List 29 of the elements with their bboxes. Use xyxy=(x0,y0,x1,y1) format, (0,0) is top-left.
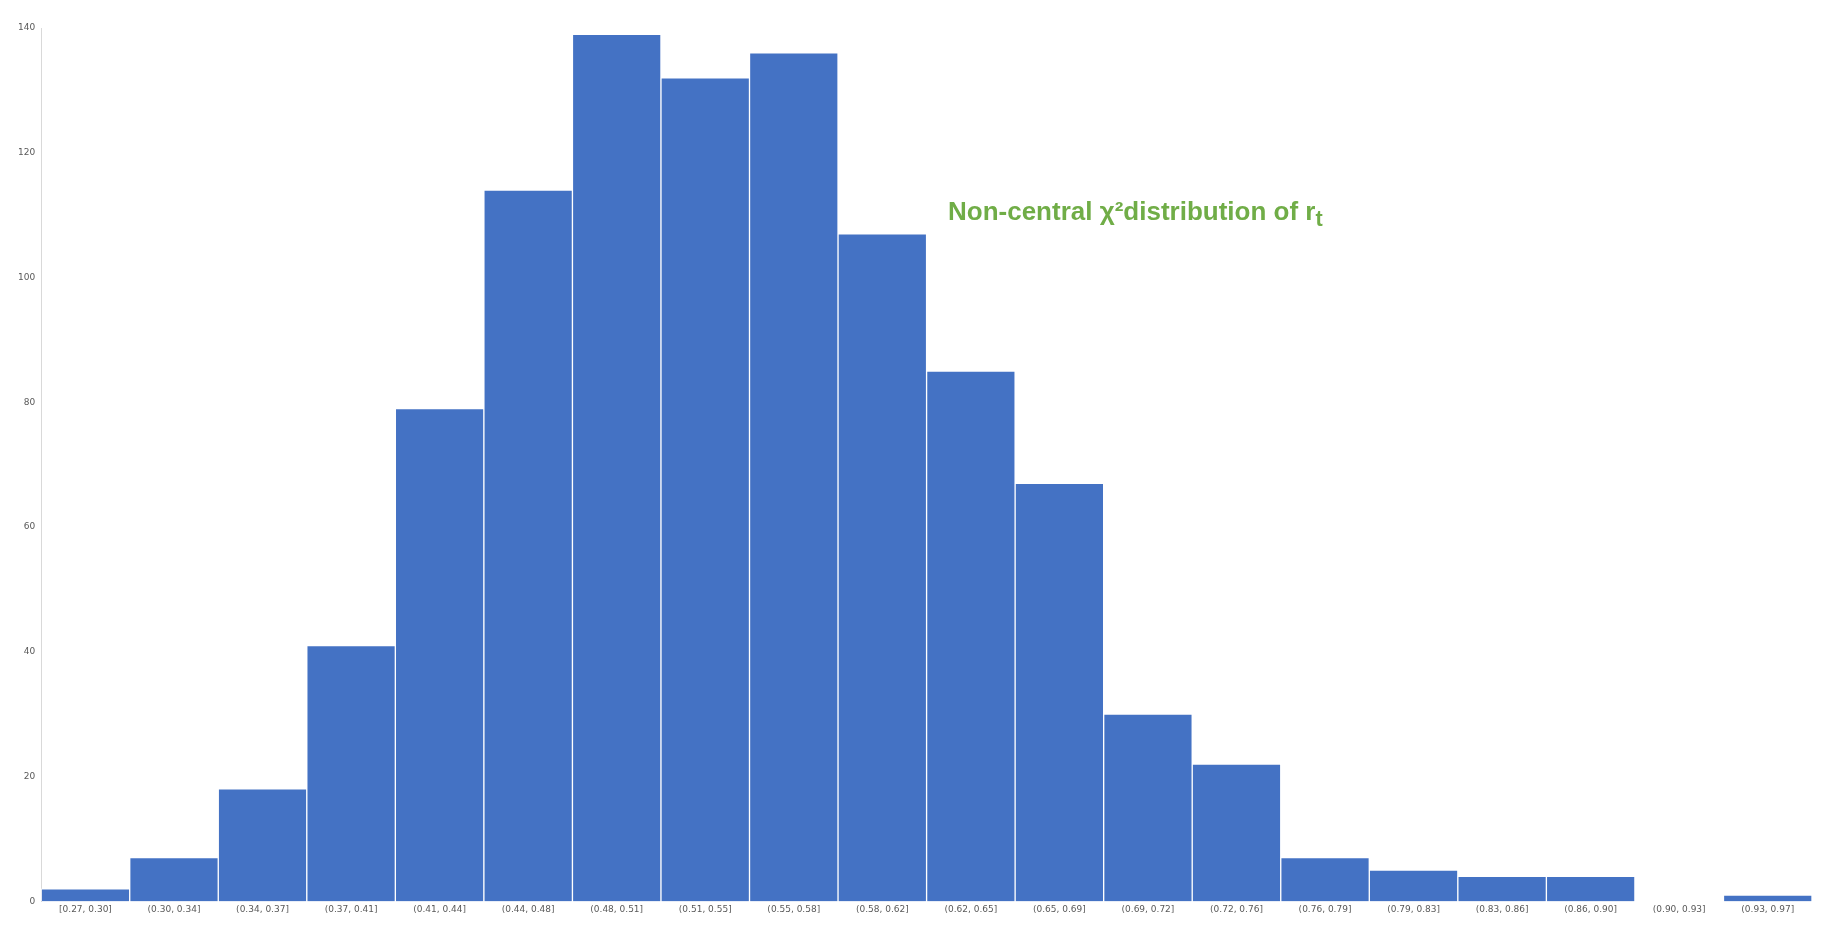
x-tick-label: (0.55, 0.58] xyxy=(767,903,821,914)
x-tick-label: [0.27, 0.30] xyxy=(59,903,112,914)
y-tick-label: 120 xyxy=(17,147,36,158)
y-tick-label: 0 xyxy=(29,895,36,906)
y-tick-label: 40 xyxy=(23,646,36,657)
y-tick-label: 80 xyxy=(23,396,36,407)
x-tick-label: (0.41, 0.44] xyxy=(413,903,467,914)
y-tick-label: 100 xyxy=(17,271,36,282)
x-tick-label: (0.62, 0.65] xyxy=(944,903,998,914)
x-tick-label: (0.44, 0.48] xyxy=(501,903,555,914)
x-tick-label: (0.30, 0.34] xyxy=(147,903,201,914)
x-tick-label: (0.83, 0.86] xyxy=(1475,903,1529,914)
text: Non-central χ²distribution of r$_{t}$ xyxy=(948,196,1323,233)
y-tick-label: 60 xyxy=(23,521,36,532)
y-tick-label: 140 xyxy=(17,22,36,33)
y-tick-label: 20 xyxy=(23,770,36,781)
x-tick-label: (0.37, 0.41] xyxy=(324,903,378,914)
x-tick-label: (0.93, 0.97] xyxy=(1741,903,1795,914)
x-tick-label: (0.69, 0.72] xyxy=(1121,903,1175,914)
x-tick-label: (0.79, 0.83] xyxy=(1387,903,1440,914)
x-tick-label: (0.34, 0.37] xyxy=(236,903,289,914)
x-tick-label: (0.72, 0.76] xyxy=(1210,903,1263,914)
x-tick-label: (0.48, 0.51] xyxy=(590,903,644,914)
x-tick-label: (0.76, 0.79] xyxy=(1298,903,1352,914)
x-tick-label: (0.86, 0.90] xyxy=(1564,903,1618,914)
x-tick-label: (0.65, 0.69] xyxy=(1032,903,1086,914)
x-tick-label: (0.58, 0.62] xyxy=(855,903,909,914)
x-tick-label: (0.90, 0.93] xyxy=(1652,903,1706,914)
x-tick-label: (0.51, 0.55] xyxy=(678,903,732,914)
